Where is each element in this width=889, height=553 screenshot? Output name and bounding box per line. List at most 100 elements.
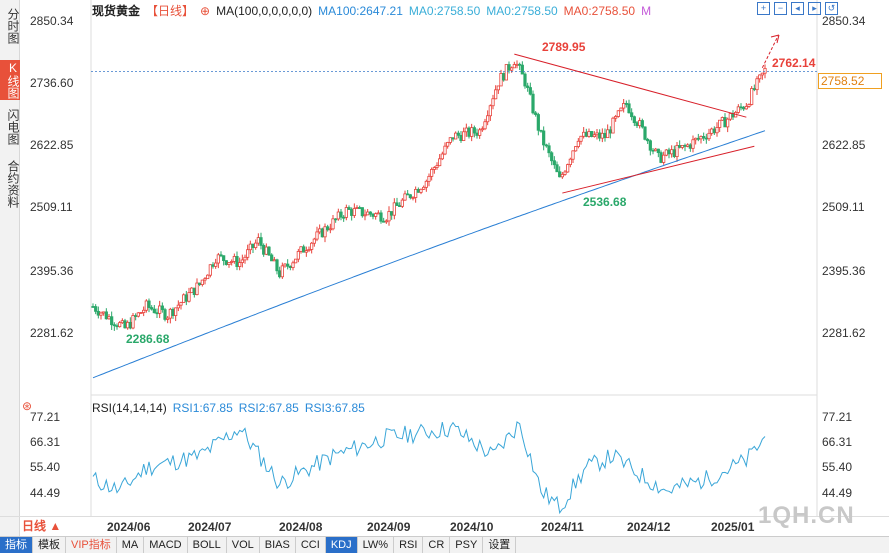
watermark: 1QH.CN [758,502,855,529]
indicator-tab-psy[interactable]: PSY [450,537,484,553]
candle-body [560,173,564,178]
settings-dot-icon[interactable]: ⊕ [200,4,211,18]
candle-body [179,302,183,306]
ma-params[interactable]: MA(100,0,0,0,0,0) [216,4,313,18]
candle-body [520,64,524,75]
period-selector[interactable]: 日线 ▲ [22,518,82,534]
candle-body [280,265,284,278]
rsi-params[interactable]: RSI(14,14,14) [92,401,167,415]
x-tick-label: 2024/10 [450,520,494,534]
x-tick-label: 2025/01 [711,520,755,534]
candle-body [563,171,567,175]
candle-body [288,265,292,268]
indicator-tab--[interactable]: 模板 [33,537,66,553]
candle-body [664,149,668,156]
indicator-tab-bias[interactable]: BIAS [260,537,296,553]
scroll-right-icon[interactable]: ▸ [808,2,821,15]
tab-flash-chart[interactable]: 闪电图 [6,109,20,145]
x-tick-label: 2024/12 [627,520,671,534]
chart-header: 现货黄金 【日线】 ⊕ MA(100,0,0,0,0,0) MA100:2647.21 M… [92,2,657,18]
candle-body [550,152,554,162]
tab-contract-info[interactable]: 合约资料 [6,160,20,208]
indicator-tab-kdj[interactable]: KDJ [325,537,358,553]
candle-body [638,120,642,127]
candle-body [120,320,124,324]
candle-body [230,261,234,263]
candle-body [299,246,303,252]
candle-body [379,212,383,222]
candle-body [147,300,151,308]
indicator-tab-lw-[interactable]: LW% [358,537,395,553]
tab-time-share[interactable]: 分时图 [6,8,20,44]
indicator-tab--[interactable]: 设置 [483,537,517,553]
period-label[interactable]: 【日线】 [146,4,195,18]
candle-body [752,88,756,91]
candle-body [152,308,156,314]
candle-body [616,110,620,117]
candle-body [184,294,188,302]
indicator-tab-boll[interactable]: BOLL [188,537,227,553]
candle-body [523,73,527,87]
rsi2-value: RSI2:67.85 [238,401,299,415]
indicator-tab-vip-[interactable]: VIP指标 [66,537,117,553]
indicator-tab-macd[interactable]: MACD [144,537,188,553]
y-tick-label: 2622.85 [822,138,866,152]
y-tick-label-left: 2395.36 [30,264,74,278]
indicator-tab-rsi[interactable]: RSI [394,537,424,553]
restore-icon[interactable]: ↺ [825,2,838,15]
forecast-arrow [761,35,779,69]
tab-kline[interactable]: K线图 [0,60,20,100]
candle-body [392,202,396,216]
arrow-head-icon [770,34,780,44]
candle-body [632,116,636,124]
indicator-tab--[interactable]: 指标 [0,537,33,553]
left-tab-bar: 分时图 K线图 闪电图 合约资料 [0,0,20,536]
m-link[interactable]: M [641,4,652,18]
candle-body [446,142,450,147]
ma100-line [92,130,766,379]
instrument-title: 现货黄金 [92,4,141,18]
rsi-header: RSI(14,14,14) RSI1:67.85 RSI2:67.85 RSI3:67… [92,401,371,415]
candle-body [670,149,674,155]
scroll-left-icon[interactable]: ◂ [791,2,804,15]
x-tick-label: 2024/08 [279,520,323,534]
candle-body [534,112,538,115]
candle-body [702,136,706,139]
candle-body [723,117,727,128]
candle-body [739,106,743,109]
candle-body [347,207,351,210]
candle-body [571,150,575,160]
zoom-out-icon[interactable]: − [774,2,787,15]
candle-body [216,254,220,264]
candle-body [326,226,330,231]
candle-body [283,263,287,267]
candle-body [331,218,335,230]
x-axis: 2024/06 2024/07 2024/08 2024/09 2024/10 … [0,516,889,536]
candle-body [515,63,519,66]
candle-body [350,209,354,216]
candle-body [502,73,506,81]
candle-body [419,188,423,193]
zoom-in-icon[interactable]: + [757,2,770,15]
candle-body [358,207,362,209]
candle-body [123,320,127,329]
indicator-tab-cr[interactable]: CR [423,537,451,553]
candle-body [728,113,732,120]
candle-body [464,127,468,133]
candle-body [304,250,308,253]
candle-body [198,282,202,285]
candle-body [136,312,140,317]
indicator-tab-cci[interactable]: CCI [296,537,326,553]
candle-body [640,120,644,128]
candle-body [568,158,572,165]
candle-body [488,105,492,117]
indicator-tab-ma[interactable]: MA [117,537,145,553]
candle-body [323,226,327,238]
chart-canvas[interactable]: 2789.95 2762.14 2536.68 2286.68 ⊛ [0,0,889,536]
indicator-tab-vol[interactable]: VOL [227,537,260,553]
candle-body [744,106,748,110]
candle-body [440,153,444,160]
candle-body [643,126,647,140]
candle-body [355,207,359,209]
candle-body [510,67,514,71]
